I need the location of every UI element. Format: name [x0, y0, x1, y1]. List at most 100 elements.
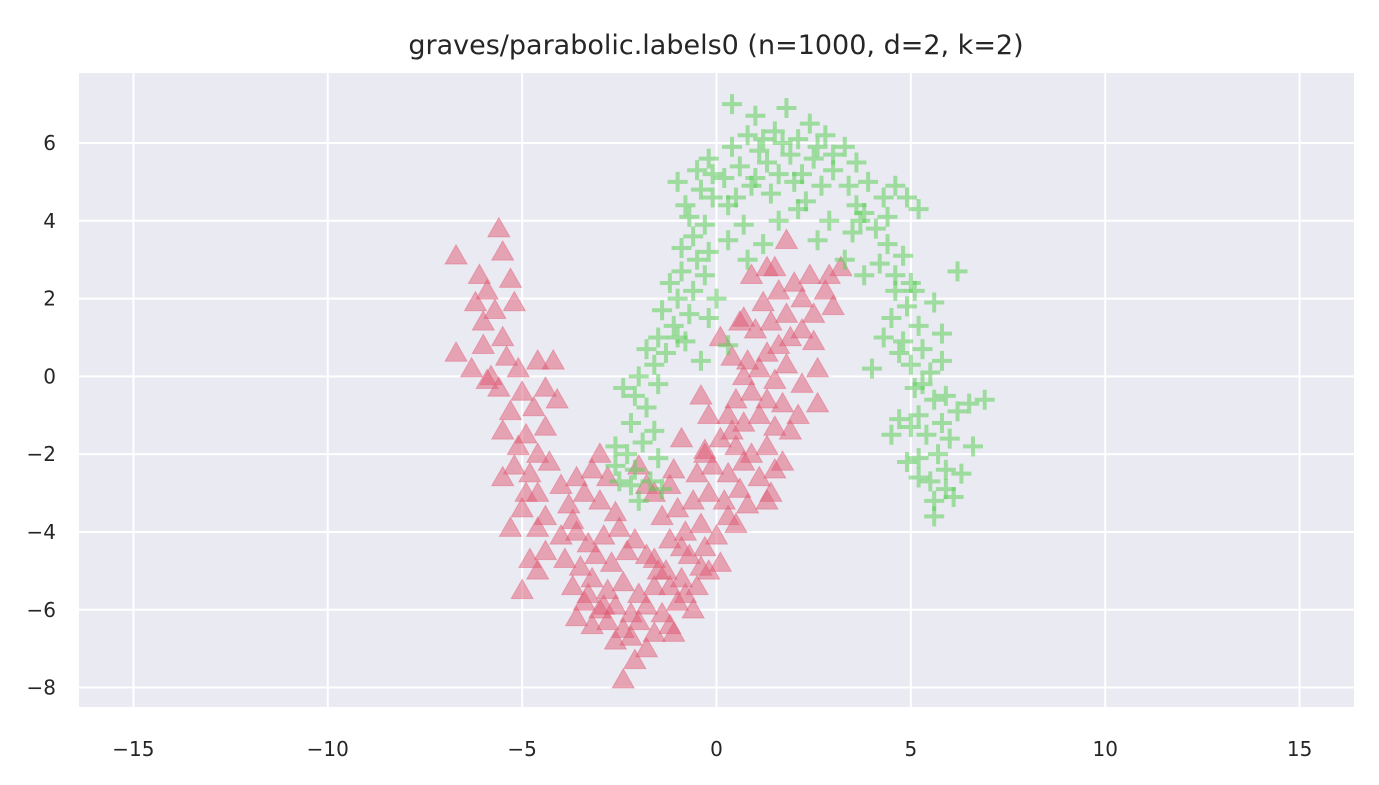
- plus-point: [799, 113, 820, 134]
- triangle-point: [762, 368, 787, 390]
- plus-point: [718, 335, 739, 356]
- triangle-point: [521, 395, 546, 417]
- plus-point: [772, 133, 793, 154]
- plus-point: [834, 249, 855, 270]
- triangle-point: [646, 558, 671, 580]
- plus-point: [764, 121, 785, 142]
- triangle-point: [735, 492, 760, 514]
- triangle-point: [689, 383, 713, 405]
- chart-title: graves/parabolic.labels0 (n=1000, d=2, k…: [408, 30, 1023, 61]
- plus-point: [737, 249, 758, 270]
- triangle-point: [556, 492, 581, 514]
- triangle-point: [564, 605, 589, 627]
- plus-point: [745, 168, 766, 189]
- plus-point: [648, 374, 669, 395]
- triangle-point: [502, 290, 527, 312]
- plus-point: [924, 506, 945, 527]
- triangle-point: [774, 352, 799, 374]
- plus-point: [652, 300, 673, 321]
- plus-point: [974, 389, 995, 410]
- triangle-point: [580, 566, 604, 588]
- triangle-point: [731, 364, 756, 386]
- plus-point: [671, 261, 692, 282]
- plus-point: [718, 230, 739, 251]
- triangle-point: [599, 551, 624, 572]
- triangle-point: [553, 547, 577, 568]
- plus-point: [931, 413, 952, 434]
- plus-point: [745, 105, 766, 126]
- triangle-point: [603, 500, 628, 522]
- triangle-point: [704, 523, 729, 545]
- plus-point: [908, 199, 929, 220]
- triangle-point: [724, 387, 748, 409]
- plus-point: [679, 206, 700, 227]
- plus-point: [690, 179, 711, 200]
- plus-point: [679, 304, 700, 325]
- plus-point: [834, 136, 855, 157]
- triangle-point: [650, 601, 674, 623]
- triangle-point: [595, 609, 620, 631]
- plus-point: [858, 171, 879, 192]
- triangle-point: [568, 554, 593, 576]
- triangle-point: [766, 278, 791, 300]
- plus-point: [620, 475, 641, 496]
- triangle-point: [689, 554, 713, 576]
- triangle-point: [514, 481, 538, 502]
- triangle-point: [576, 531, 601, 553]
- triangle-point: [533, 539, 558, 561]
- triangle-point: [817, 263, 842, 285]
- triangle-point: [642, 621, 667, 642]
- triangle-point: [735, 348, 760, 370]
- triangle-point: [580, 457, 604, 479]
- plus-point: [900, 416, 921, 437]
- plus-point: [795, 191, 816, 212]
- triangle-point: [533, 504, 558, 526]
- plus-point: [912, 339, 933, 360]
- plus-point: [928, 444, 949, 465]
- triangle-point: [525, 516, 550, 537]
- plus-point: [605, 436, 626, 457]
- plot-area: −15 −10 −5 0 5 10 15 −8 −6 −4 −2 0 2 4 6: [27, 73, 1354, 761]
- plus-point: [811, 175, 832, 196]
- plus-point: [819, 210, 840, 231]
- triangle-point: [490, 465, 515, 487]
- triangle-point: [669, 566, 694, 588]
- plus-point: [924, 389, 945, 410]
- triangle-point: [591, 593, 616, 615]
- plus-point: [803, 148, 824, 169]
- plus-point: [648, 448, 669, 469]
- triangle-point: [475, 278, 500, 300]
- plus-point: [846, 152, 867, 173]
- triangle-point: [797, 263, 822, 285]
- plus-point: [620, 413, 641, 434]
- plus-point: [644, 420, 665, 441]
- triangle-point: [560, 508, 585, 530]
- triangle-point: [805, 356, 830, 378]
- y-tick-label: −2: [27, 442, 56, 466]
- plus-point: [667, 171, 688, 192]
- triangle-point: [576, 582, 601, 603]
- plus-point: [838, 175, 859, 196]
- triangle-point: [483, 298, 507, 320]
- plus-point: [881, 424, 902, 445]
- plus-point: [869, 253, 890, 274]
- triangle-point: [661, 621, 686, 642]
- x-tick-label: 0: [710, 737, 723, 761]
- triangle-point: [755, 434, 779, 456]
- plus-point: [652, 479, 673, 500]
- x-tick-label: 15: [1287, 737, 1312, 761]
- triangle-point: [669, 535, 694, 557]
- triangle-point: [681, 597, 706, 619]
- triangle-point: [657, 527, 682, 549]
- triangle-point: [634, 636, 659, 658]
- triangle-point: [498, 516, 523, 537]
- x-tick-label: 10: [1092, 737, 1117, 761]
- triangle-point: [782, 271, 807, 292]
- y-tick-label: 6: [43, 131, 56, 155]
- plus-point: [893, 245, 914, 266]
- plus-point: [900, 273, 921, 294]
- plus-point: [854, 265, 875, 286]
- triangle-point: [611, 570, 636, 592]
- plus-point: [900, 354, 921, 375]
- plus-point: [683, 280, 704, 301]
